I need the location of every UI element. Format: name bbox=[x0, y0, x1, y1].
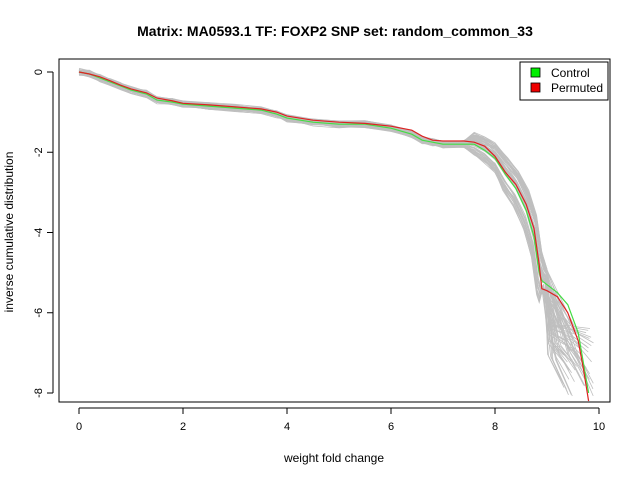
legend-permuted-label: Permuted bbox=[551, 81, 603, 95]
legend-control-swatch bbox=[530, 67, 541, 78]
x-tick-label: 2 bbox=[180, 421, 186, 433]
x-axis-label: weight fold change bbox=[283, 451, 384, 465]
y-tick-label: -2 bbox=[33, 147, 45, 157]
series-line-control bbox=[78, 71, 590, 394]
series-lines bbox=[78, 71, 590, 402]
plot-frame bbox=[58, 58, 611, 403]
permutation-line bbox=[78, 74, 590, 380]
y-axis: 0 -2 -4 -6 -8 bbox=[33, 69, 54, 398]
x-axis: 0 2 4 6 8 10 bbox=[76, 407, 605, 433]
legend-permuted-swatch bbox=[530, 82, 541, 93]
x-tick-label: 8 bbox=[492, 421, 498, 433]
y-tick-label: -6 bbox=[33, 308, 45, 318]
legend-control-label: Control bbox=[551, 66, 590, 80]
x-tick-label: 4 bbox=[284, 421, 290, 433]
permutation-line bbox=[78, 72, 565, 388]
x-tick-label: 6 bbox=[388, 421, 394, 433]
chart-title: Matrix: MA0593.1 TF: FOXP2 SNP set: rand… bbox=[137, 23, 533, 39]
y-tick-label: -8 bbox=[33, 388, 45, 398]
y-axis-label: inverse cumulative distribution bbox=[2, 152, 16, 313]
x-tick-label: 0 bbox=[76, 421, 82, 433]
y-tick-label: 0 bbox=[33, 69, 45, 75]
x-tick-label: 10 bbox=[593, 421, 605, 433]
y-tick-label: -4 bbox=[33, 228, 45, 238]
legend: Control Permuted bbox=[519, 61, 609, 101]
series-line-permuted bbox=[78, 71, 590, 402]
